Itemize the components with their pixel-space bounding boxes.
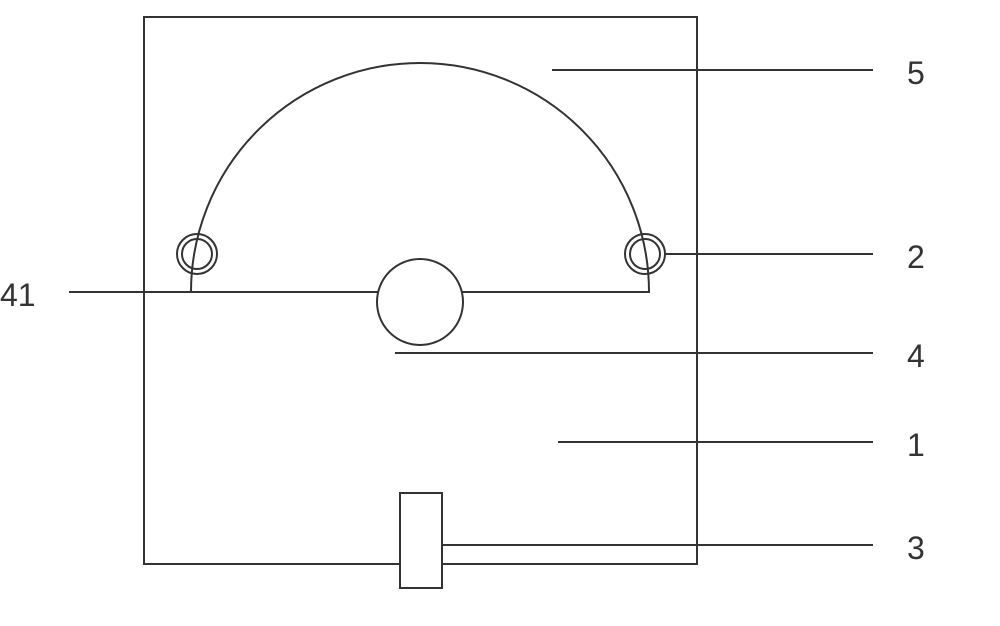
part-label-5: 5: [907, 55, 925, 92]
part-label-1: 1: [907, 427, 925, 464]
semicircle-dome: [191, 63, 649, 292]
center-circle: [377, 259, 463, 345]
part-label-3: 3: [907, 530, 925, 567]
part-label-4: 4: [907, 338, 925, 375]
bottom-tab: [400, 493, 442, 588]
part-label-41: 41: [0, 277, 36, 314]
technical-diagram: [0, 0, 1000, 626]
part-label-2: 2: [907, 239, 925, 276]
